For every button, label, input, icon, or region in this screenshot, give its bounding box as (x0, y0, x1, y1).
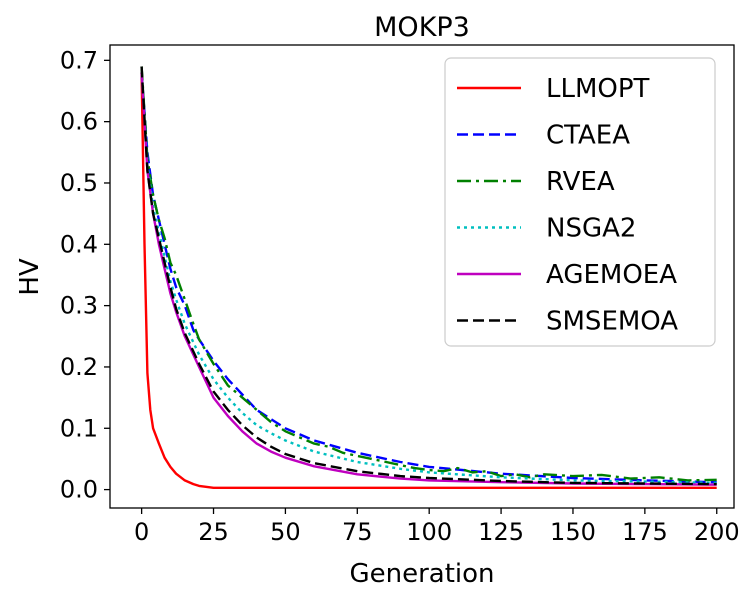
x-tick-label: 100 (406, 518, 452, 546)
x-tick-label: 0 (134, 518, 149, 546)
x-tick-label: 75 (342, 518, 373, 546)
plot-frame (109, 44, 735, 509)
y-tick-label: 0.2 (60, 353, 98, 381)
x-axis-label: Generation (349, 559, 494, 589)
series-line-rvea (140, 66, 717, 482)
series-line-nsga2 (140, 72, 717, 485)
series-line-smsemoa (140, 66, 717, 486)
legend: LLMOPT CTAEA RVEA NSGA2 AGEMOEA SMSEMOA (444, 57, 716, 347)
series-layer (140, 66, 717, 489)
chart-title: MOKP3 (374, 12, 470, 43)
legend-label-smsemoa: SMSEMOA (546, 307, 678, 337)
legend-label-rvea: RVEA (546, 167, 615, 197)
legend-label-ctaea: CTAEA (546, 121, 630, 151)
y-tick-label: 0.6 (60, 108, 98, 136)
legend-label-nsga2: NSGA2 (546, 214, 636, 244)
y-tick-label: 0.7 (60, 46, 98, 74)
x-tick-label: 150 (550, 518, 596, 546)
y-tick-label: 0.0 (60, 476, 98, 504)
legend-label-agemoea: AGEMOEA (546, 260, 677, 290)
series-line-llmopt (140, 72, 717, 489)
x-tick-label: 125 (478, 518, 524, 546)
series-line-ctaea (140, 72, 717, 484)
x-axis-ticks: 0 25 50 75 100 125 150 175 200 (134, 508, 740, 546)
y-tick-label: 0.3 (60, 292, 98, 320)
x-tick-label: 175 (622, 518, 668, 546)
x-tick-label: 25 (198, 518, 229, 546)
y-tick-label: 0.4 (60, 230, 98, 258)
y-axis-label: HV (15, 258, 45, 296)
y-tick-label: 0.5 (60, 169, 98, 197)
series-line-agemoea (140, 72, 717, 486)
x-tick-label: 200 (694, 518, 740, 546)
legend-label-llmopt: LLMOPT (546, 74, 650, 104)
x-tick-label: 50 (270, 518, 301, 546)
y-tick-label: 0.1 (60, 414, 98, 442)
y-axis-ticks: 0.0 0.1 0.2 0.3 0.4 0.5 0.6 0.7 (60, 46, 110, 504)
